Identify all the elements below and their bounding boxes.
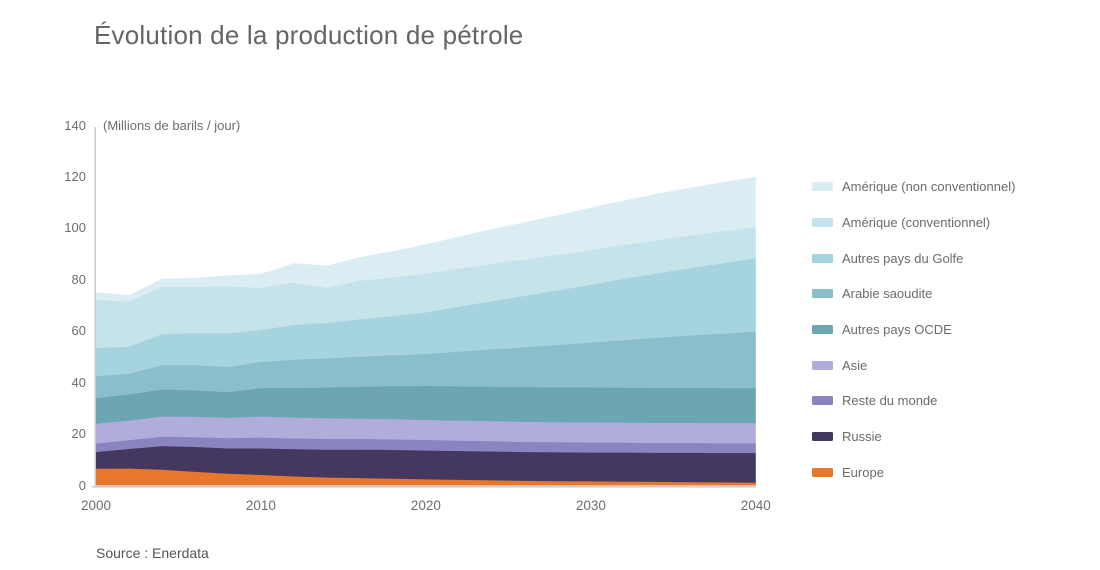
legend-label: Reste du monde xyxy=(842,393,938,409)
legend-swatch-icon xyxy=(812,218,833,228)
area-autres-pays-du-golfe xyxy=(96,257,756,377)
y-axis-tick-label: 60 xyxy=(71,323,86,339)
legend-item[interactable]: Autres pays OCDE xyxy=(812,312,1100,348)
y-axis-tick-label: 120 xyxy=(64,168,86,184)
area-am-rique-conventionnel xyxy=(96,226,756,348)
y-axis-tick-label: 100 xyxy=(64,220,86,236)
x-axis-tick-label: 2040 xyxy=(740,498,771,513)
legend-label: Amérique (conventionnel) xyxy=(842,215,991,231)
legend-item[interactable]: Reste du monde xyxy=(812,383,1100,419)
legend-label: Europe xyxy=(842,464,884,480)
y-axis-tick-label: 20 xyxy=(71,426,86,442)
x-axis-tick-label: 2010 xyxy=(245,498,276,513)
legend-swatch-icon xyxy=(812,360,833,370)
area-am-rique-non-conventionnel xyxy=(96,176,756,302)
legend-swatch-icon xyxy=(812,325,833,335)
chart-title: Évolution de la production de pétrole xyxy=(94,20,524,50)
legend-label: Asie xyxy=(842,357,868,373)
legend-item[interactable]: Asie xyxy=(812,347,1100,383)
y-axis-tick-label: 80 xyxy=(71,271,86,287)
x-axis-tick-label: 2030 xyxy=(575,498,606,513)
legend-label: Amérique (non conventionnel) xyxy=(842,179,1016,195)
source-note: Source : Enerdata xyxy=(96,545,209,561)
legend-item[interactable]: Arabie saoudite xyxy=(812,276,1100,312)
legend-item[interactable]: Europe xyxy=(812,455,1100,491)
y-axis-unit-label: (Millions de barils / jour) xyxy=(103,118,241,133)
area-asie xyxy=(96,415,756,444)
legend-swatch-icon xyxy=(812,253,833,263)
legend-swatch-icon xyxy=(812,182,833,192)
y-axis-tick-label: 140 xyxy=(64,117,86,133)
legend-label: Autres pays du Golfe xyxy=(842,250,964,266)
legend-label: Arabie saoudite xyxy=(842,286,933,302)
area-autres-pays-ocde xyxy=(96,385,756,424)
legend-label: Russie xyxy=(842,429,882,445)
legend-swatch-icon xyxy=(812,467,833,477)
legend-item[interactable]: Russie xyxy=(812,419,1100,455)
legend-item[interactable]: Amérique (conventionnel) xyxy=(812,205,1100,241)
legend-swatch-icon xyxy=(812,432,833,442)
legend-item[interactable]: Amérique (non conventionnel) xyxy=(812,169,1100,205)
y-axis-tick-label: 0 xyxy=(78,477,86,493)
area-russie xyxy=(96,445,756,483)
legend-label: Autres pays OCDE xyxy=(842,322,952,338)
x-axis-tick-label: 2020 xyxy=(410,498,441,513)
legend-swatch-icon xyxy=(812,396,833,406)
y-axis-tick-label: 40 xyxy=(71,374,86,390)
legend-swatch-icon xyxy=(812,289,833,299)
area-arabie-saoudite xyxy=(96,331,756,399)
area-reste-du-monde xyxy=(96,436,756,454)
x-axis-tick-label: 2000 xyxy=(80,498,112,513)
legend: Amérique (non conventionnel) Amérique (co… xyxy=(812,169,1100,490)
legend-item[interactable]: Autres pays du Golfe xyxy=(812,240,1100,276)
